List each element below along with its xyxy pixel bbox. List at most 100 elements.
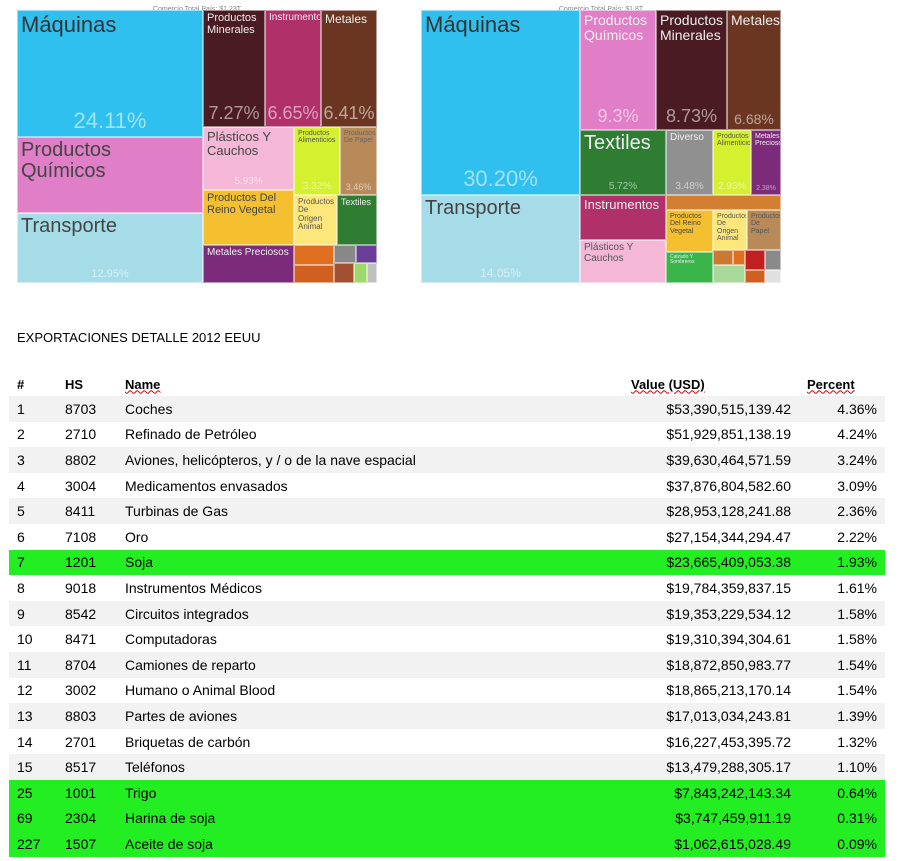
table-cell: $28,953,128,241.88 [613, 498, 799, 524]
table-cell: 15 [9, 754, 57, 780]
table-row: 10 8471 Computadoras $19,310,394,304.61 1.58… [9, 626, 885, 652]
table-cell: $18,865,213,170.14 [666, 682, 791, 699]
table-cell: $19,310,394,304.61 [666, 631, 791, 648]
tile-label: Metales [731, 12, 781, 28]
table-cell: 8803 [57, 703, 117, 729]
treemap: Comercio Total País: $1.8TMáquinas 30.20%… [421, 6, 781, 283]
table-row: 227 1507 Aceite de soja $1,062,615,028.49 0.… [9, 831, 885, 857]
treemap-tile: Metales 6.68% [727, 10, 781, 130]
table-cell: 8517 [57, 754, 117, 780]
table-cell: 1.58% [799, 600, 885, 627]
treemap-tile: Productos Alimenticios 2.93% [713, 130, 751, 195]
table-row: 4 3004 Medicamentos envasados $37,876,804,5… [9, 473, 885, 499]
table-cell: 2 [17, 426, 25, 443]
col-header: # [17, 376, 25, 392]
table-cell: $19,784,359,837.15 [666, 579, 791, 596]
col-header: Percent [799, 372, 885, 396]
table-cell: Teléfonos [117, 754, 613, 780]
tile-percent: 30.20% [463, 166, 538, 191]
treemap-tile: Productos De Origen Animal [294, 195, 337, 245]
table-row: 11 8704 Camiones de reparto $18,872,850,983… [9, 651, 885, 678]
tile-percent: 7.27% [208, 103, 260, 123]
table-cell: 9018 [65, 579, 97, 596]
treemap-tile: Productos Minerales 7.27% [203, 10, 265, 127]
table-cell: 1001 [57, 779, 117, 806]
table-cell: $16,227,453,395.72 [666, 733, 791, 750]
treemap-tile: Productos Químicos [17, 137, 203, 213]
treemap-tile: Metales Preciosos [203, 245, 294, 283]
table-row: 7 1201 Soja $23,665,409,053.38 1.93% [9, 549, 885, 576]
tile-label: Metales [325, 12, 368, 26]
table-cell: 1.61% [837, 579, 877, 596]
small-tile [294, 265, 334, 283]
table-cell: 2710 [65, 426, 97, 443]
table-cell: 2.22% [837, 528, 877, 545]
table-cell: $1,062,615,028.49 [613, 831, 799, 857]
tile-label: Transporte [21, 215, 117, 237]
treemap-tile: Productos Químicos 9.3% [580, 10, 656, 130]
col-header-text: Value (USD) [631, 376, 705, 392]
table-cell: 4 [17, 477, 25, 494]
treemap: Comercio Total País: $1.23TMáquinas 24.11… [17, 6, 377, 283]
table-cell: 227 [9, 831, 57, 857]
treemap-tile: Máquinas 30.20% [421, 10, 580, 195]
small-tile [666, 195, 781, 210]
table-cell: 7 [9, 549, 57, 576]
tile-label: Productos Del Reino Vegetal [670, 213, 702, 235]
table-row: 9 8542 Circuitos integrados $19,353,229,534… [9, 600, 885, 627]
treemap-tile: Metales 6.41% [321, 10, 377, 127]
table-cell: Trigo [117, 779, 613, 806]
table-cell: 0.64% [799, 779, 885, 806]
table-cell: 1201 [57, 549, 117, 576]
table-cell: 1.54% [837, 682, 877, 699]
table-row: 1 8703 Coches $53,390,515,139.42 4.36% [9, 396, 885, 422]
table-cell: Humano o Animal Blood [125, 682, 276, 699]
table-cell: 1.58% [837, 631, 877, 648]
exports-table: # HS Name Value (USD) Percent 1 8703 Coche… [9, 372, 885, 857]
tile-percent: 2.38% [756, 185, 776, 192]
treemap-tile: Productos Del Reino Vegetal [203, 190, 294, 245]
treemap-tile: Plásticos Y Cauchos [580, 240, 666, 283]
tile-percent: 9.3% [597, 106, 639, 126]
tile-label: Plásticos Y Cauchos [584, 242, 634, 264]
treemap-tile: Textiles 5.72% [580, 130, 666, 195]
table-cell: 10 [17, 631, 33, 648]
treemap-tile: Metales Preciosos 2.38% [751, 130, 781, 195]
table-cell: $13,479,288,305.17 [613, 754, 799, 780]
table-cell: Circuitos integrados [117, 600, 613, 627]
table-cell: 11 [9, 651, 57, 678]
col-header-text: Percent [807, 376, 855, 392]
tile-label: Productos De Papel [751, 213, 781, 235]
treemap-tile: Productos De Papel 3.46% [340, 127, 377, 195]
table-body: 1 8703 Coches $53,390,515,139.42 4.36% 2 2710 R… [9, 396, 885, 857]
col-header: HS [65, 376, 84, 392]
table-row: 69 2304 Harina de soja $3,747,459,911.19 0.3… [9, 805, 885, 832]
table-cell: 2.36% [799, 498, 885, 524]
table-cell: Oro [125, 528, 149, 545]
table-cell: 8471 [65, 631, 97, 648]
table-cell: 8704 [57, 651, 117, 678]
small-tile [334, 263, 354, 283]
table-cell: $27,154,344,294.47 [666, 528, 791, 545]
small-tile [765, 250, 781, 270]
table-cell: $18,872,850,983.77 [613, 651, 799, 678]
table-cell: $7,843,242,143.34 [613, 779, 799, 806]
table-cell: 8 [17, 579, 25, 596]
treemap-tile: Calzado Y Sombreros [666, 252, 713, 283]
table-cell: 3002 [65, 682, 97, 699]
table-row: 15 8517 Teléfonos $13,479,288,305.17 1.10% [9, 754, 885, 780]
table-cell: 5 [9, 498, 57, 524]
treemap-tile: Plásticos Y Cauchos 5.93% [203, 127, 294, 190]
tile-label: Metales Preciosos [207, 247, 289, 258]
table-cell: 0.31% [799, 805, 885, 832]
tile-percent: 6.41% [323, 103, 375, 123]
table-row: 2 2710 Refinado de Petróleo $51,929,851,138… [9, 422, 885, 448]
tile-percent: 2.93% [717, 181, 747, 192]
table-row: 5 8411 Turbinas de Gas $28,953,128,241.88 2.… [9, 498, 885, 524]
tile-label: Máquinas [21, 12, 117, 37]
treemap-tile: Transporte 14.05% [421, 195, 580, 283]
tile-label: Máquinas [425, 12, 521, 37]
table-cell: 1.32% [837, 733, 877, 750]
table-cell: 8411 [57, 498, 117, 524]
tile-label: Calzado Y Sombreros [670, 254, 695, 266]
